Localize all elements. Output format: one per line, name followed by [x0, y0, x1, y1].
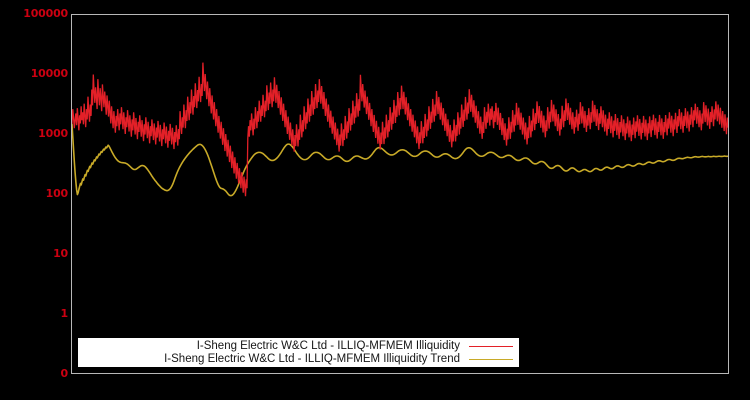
legend-line-swatch-illiquidity: [469, 341, 513, 352]
series-svg: [72, 62, 728, 197]
y-tick-label: 0: [60, 367, 69, 380]
y-axis: 100000 10000 1000 100 10 1 0: [0, 0, 68, 400]
legend: I-Sheng Electric W&C Ltd - ILLIQ-MFMEM I…: [78, 338, 519, 367]
legend-line-swatch-trend: [469, 354, 513, 365]
legend-item-trend[interactable]: I-Sheng Electric W&C Ltd - ILLIQ-MFMEM I…: [78, 353, 513, 366]
y-tick-label: 100: [45, 187, 69, 200]
legend-label: I-Sheng Electric W&C Ltd - ILLIQ-MFMEM I…: [164, 352, 460, 365]
legend-item-illiquidity[interactable]: I-Sheng Electric W&C Ltd - ILLIQ-MFMEM I…: [78, 340, 513, 353]
y-tick-label: 1: [60, 307, 69, 320]
series-line-trend: [72, 123, 728, 197]
legend-label: I-Sheng Electric W&C Ltd - ILLIQ-MFMEM I…: [196, 339, 460, 352]
plot-area-border: [71, 14, 729, 374]
y-tick-label: 10: [53, 247, 68, 260]
y-tick-label: 1000: [38, 127, 68, 140]
y-tick-label: 10000: [30, 67, 68, 80]
plot-area: [72, 15, 728, 373]
y-tick-label: 100000: [23, 7, 68, 20]
series-line-illiquidity: [72, 62, 728, 197]
